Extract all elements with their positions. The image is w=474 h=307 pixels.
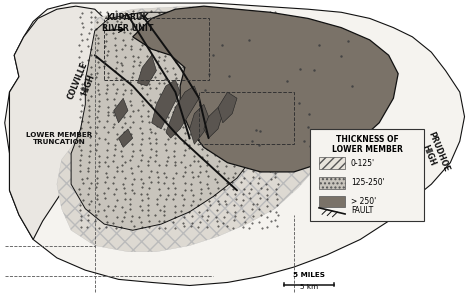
Text: PRUDHOE
HIGH: PRUDHOE HIGH: [417, 130, 451, 177]
Text: 0-125': 0-125': [351, 158, 375, 168]
Polygon shape: [118, 129, 133, 147]
Text: 5 km: 5 km: [300, 284, 319, 290]
Bar: [104, 18, 209, 80]
Polygon shape: [9, 6, 109, 239]
Polygon shape: [57, 6, 341, 252]
Text: 5 MILES: 5 MILES: [293, 272, 325, 278]
Polygon shape: [190, 104, 209, 144]
Bar: [319, 177, 345, 189]
Text: KUPARUK
RIVER UNIT: KUPARUK RIVER UNIT: [102, 13, 154, 33]
Text: 125-250': 125-250': [351, 178, 384, 188]
Polygon shape: [166, 86, 199, 138]
Bar: [319, 196, 345, 207]
Polygon shape: [133, 6, 398, 172]
FancyBboxPatch shape: [310, 129, 424, 221]
Polygon shape: [71, 12, 275, 230]
Polygon shape: [204, 107, 223, 138]
Text: > 250': > 250': [351, 197, 376, 206]
Polygon shape: [137, 55, 156, 86]
Text: COLVILLE
HIGH: COLVILLE HIGH: [66, 61, 100, 105]
Polygon shape: [5, 3, 465, 286]
Bar: [199, 92, 294, 144]
Polygon shape: [114, 98, 128, 123]
Text: LOWER MEMBER
TRUNCATION: LOWER MEMBER TRUNCATION: [26, 132, 92, 145]
Text: FAULT: FAULT: [351, 206, 373, 216]
Polygon shape: [218, 92, 237, 123]
Bar: [319, 157, 345, 169]
Polygon shape: [152, 80, 180, 129]
Text: THICKNESS OF
LOWER MEMBER: THICKNESS OF LOWER MEMBER: [332, 135, 403, 154]
